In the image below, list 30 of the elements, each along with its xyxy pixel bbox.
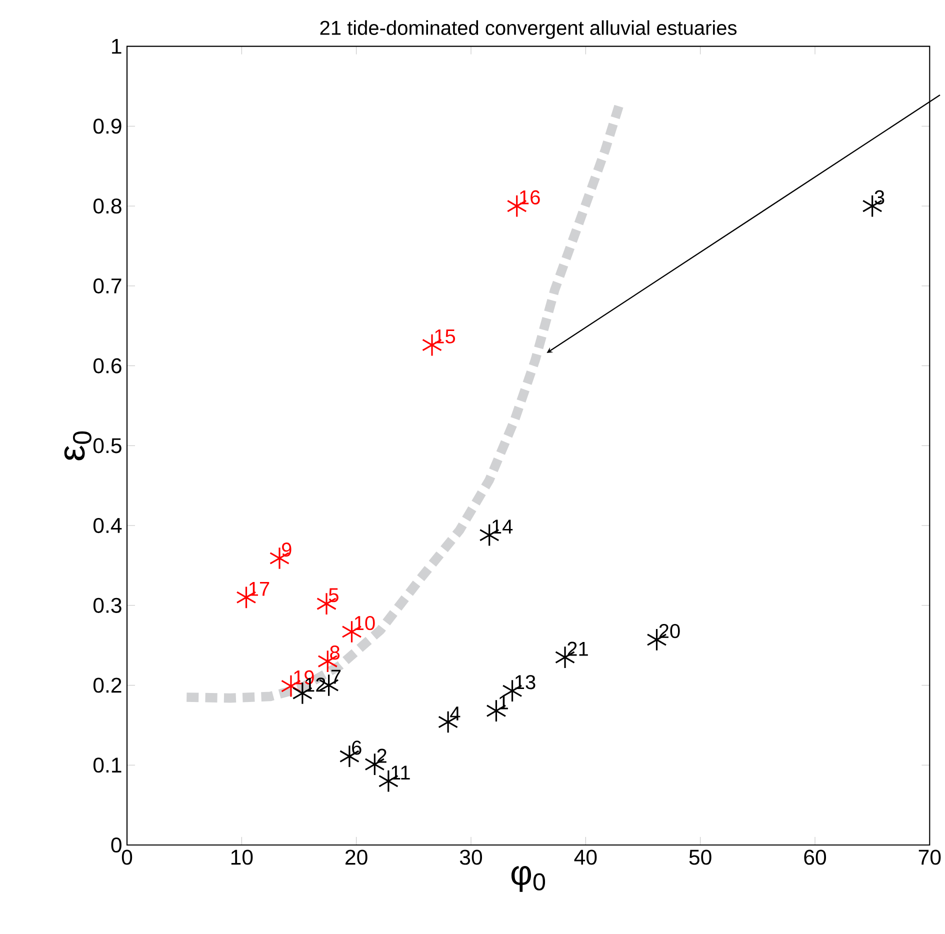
y-axis-title: ε$_{0}$ (64, 431, 92, 460)
annotation: 3 (874, 190, 884, 204)
x-tick-label: 0 (122, 850, 132, 865)
annotation: 5 (328, 588, 338, 602)
y-tick-label: 0.7 (93, 278, 122, 294)
annotation: 20 (659, 624, 680, 638)
y-tick-label: 0.8 (93, 198, 122, 214)
y-tick-label: 1 (112, 38, 122, 54)
x-tick-label: 20 (346, 850, 368, 865)
x-tick-label: 60 (804, 850, 826, 865)
x-tick-label: 70 (918, 850, 941, 865)
x-tick-label: 30 (460, 850, 482, 865)
y-tick-label: 0.9 (93, 118, 122, 134)
y-tick-label: 0.6 (93, 358, 122, 374)
x-tick-label: 10 (231, 850, 253, 865)
y-tick-label: 0 (111, 837, 122, 853)
y-tick-label: 0.1 (93, 758, 122, 773)
y-tick-label: 0.2 (93, 678, 122, 693)
y-tick-label: 0.5 (93, 438, 122, 454)
x-tick-label: 50 (689, 850, 712, 865)
x-axis-title: φ$_{0}$ (511, 866, 546, 892)
x-tick-label: 40 (574, 850, 597, 865)
annotation: 21 (568, 642, 588, 656)
annotation: 4 (450, 706, 460, 720)
chart-title: 21 tide-dominated convergent alluvial estuaries (320, 20, 737, 39)
annotation: 8 (330, 646, 340, 660)
y-tick-label: 0.3 (93, 598, 122, 613)
annotation: 6 (352, 740, 362, 755)
y-tick-label: 0.4 (93, 518, 122, 534)
annotation: 9 (282, 542, 292, 557)
